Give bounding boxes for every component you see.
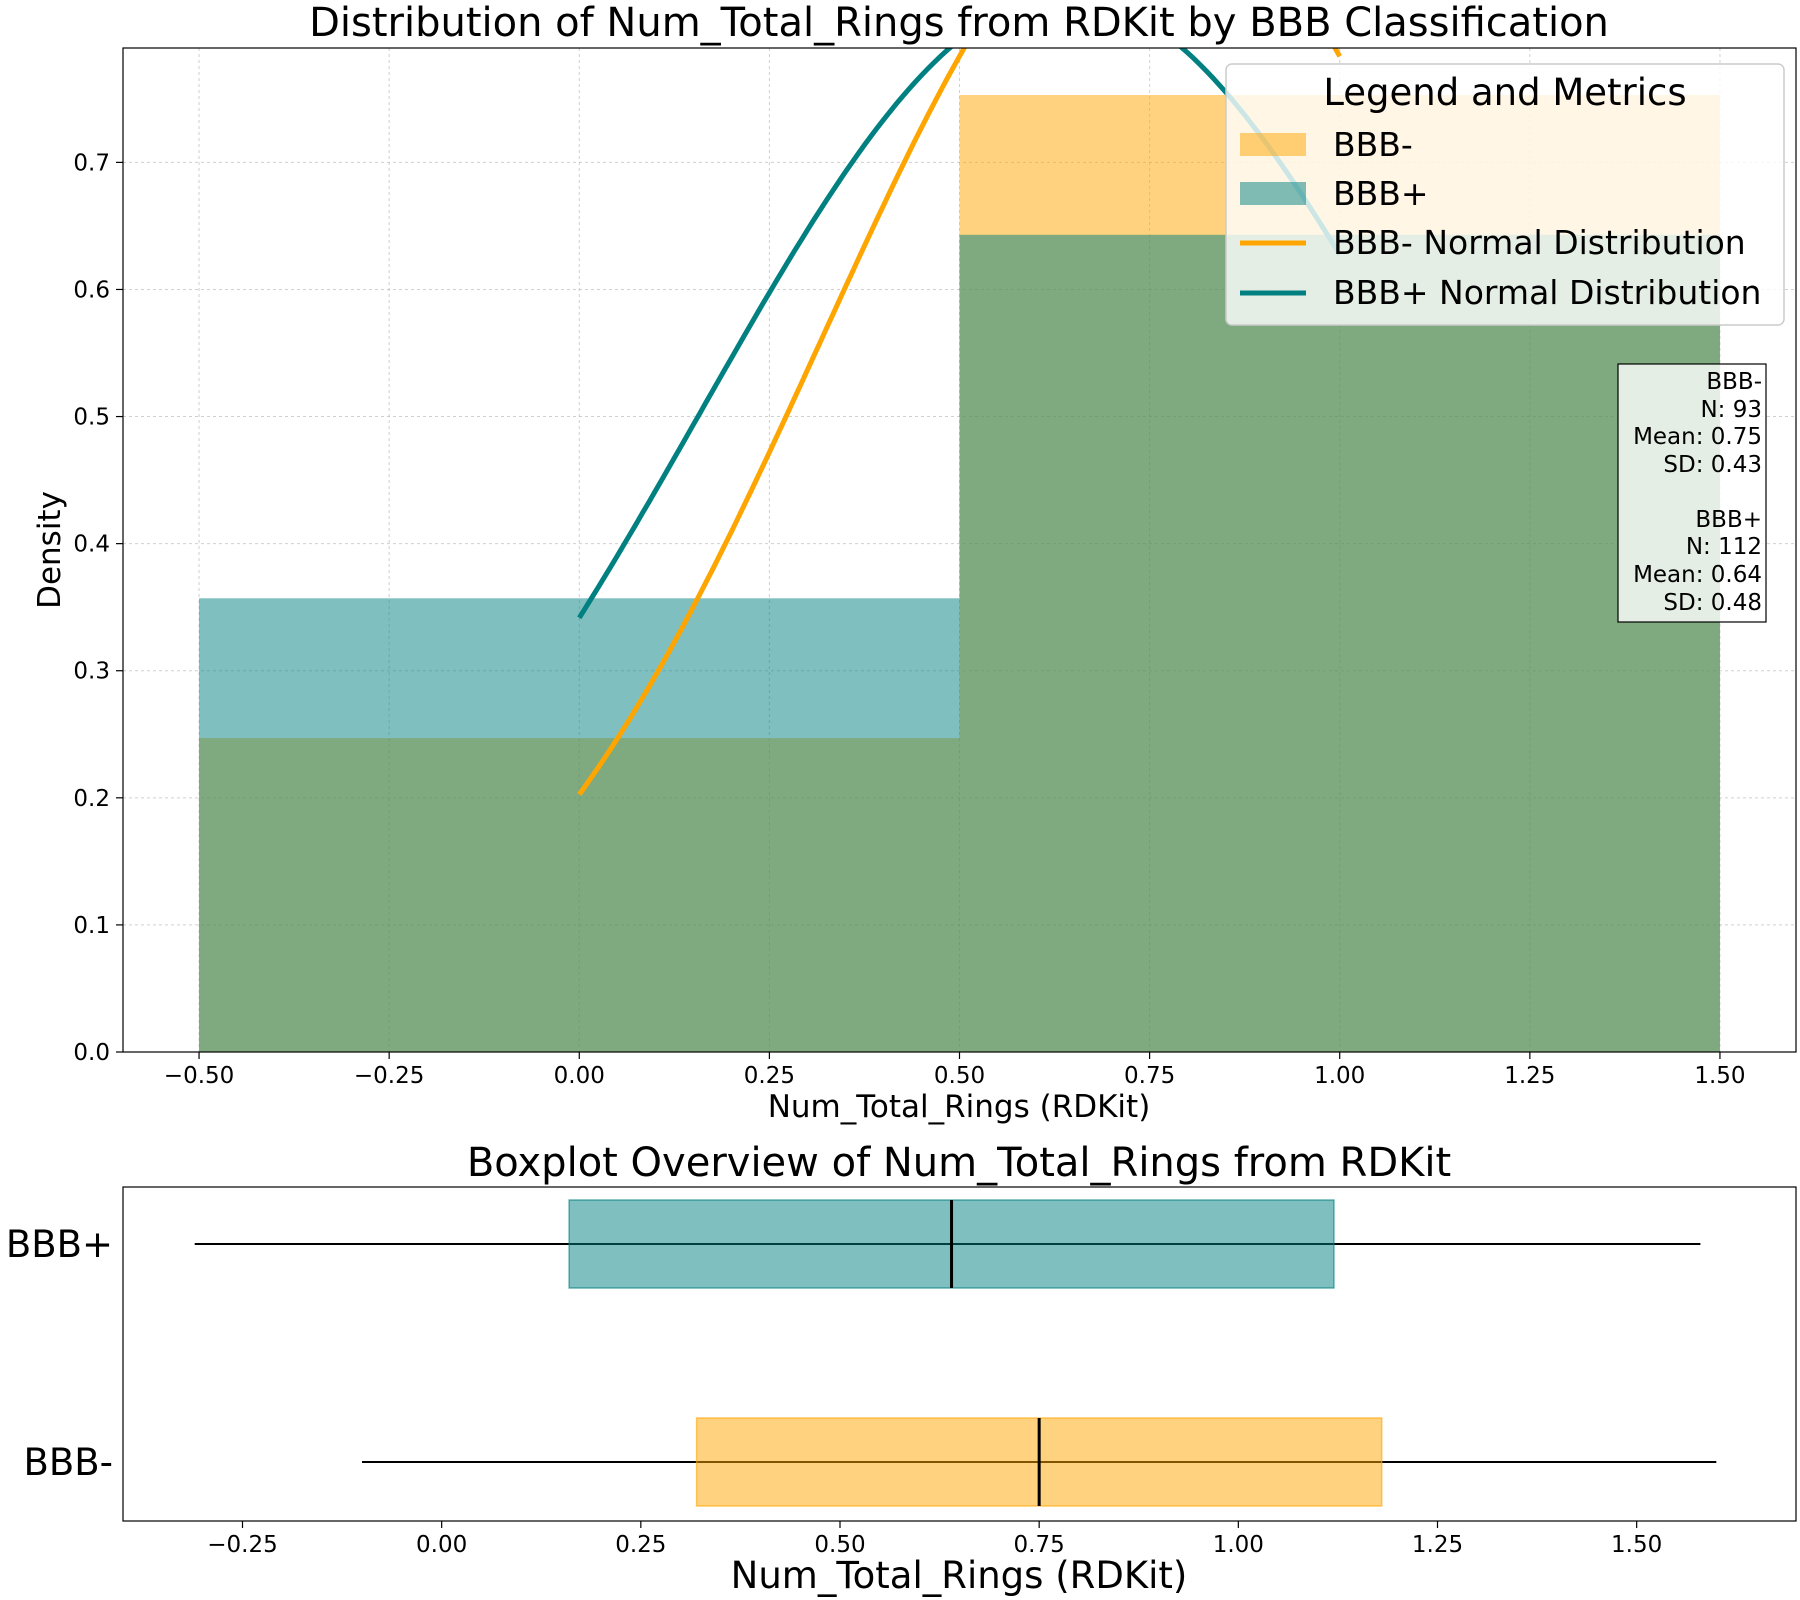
x-tick-label: 1.00 — [1314, 1063, 1365, 1089]
x-tick-label: −0.25 — [354, 1063, 424, 1089]
x-tick-label: 0.75 — [1124, 1063, 1175, 1089]
histogram-bars — [199, 95, 1720, 1052]
x-tick-label: 0.00 — [416, 1532, 467, 1558]
histogram-x-axis-label: Num_Total_Rings (RDKit) — [768, 1089, 1151, 1125]
x-tick-label: 0.25 — [744, 1063, 795, 1089]
boxplot-x-ticks: −0.25 0.00 0.25 0.50 0.75 1.00 1.25 1.50 — [207, 1521, 1662, 1558]
stats-line: BBB+ — [1695, 507, 1762, 533]
legend-label-bbb-minus-normal: BBB- Normal Distribution — [1333, 223, 1746, 262]
stats-box-frame — [1617, 363, 1767, 623]
boxplot-title: Boxplot Overview of Num_Total_Rings from… — [467, 1140, 1451, 1186]
category-label-bbb-plus: BBB+ — [6, 1223, 113, 1266]
legend-label-bbb-plus: BBB+ — [1333, 174, 1429, 213]
y-tick-label: 0.3 — [73, 659, 110, 685]
legend-label-bbb-minus: BBB- — [1333, 125, 1413, 164]
normal-curve-bbb-minus — [577, 48, 1342, 796]
x-tick-label: 1.50 — [1694, 1063, 1745, 1089]
histogram-x-ticks: −0.50 −0.25 0.00 0.25 0.50 0.75 1.00 1.25 1.50 — [164, 1052, 1746, 1089]
category-label-bbb-minus: BBB- — [23, 1441, 113, 1484]
x-tick-label: 1.25 — [1412, 1532, 1463, 1558]
histogram-y-axis-label: Density — [32, 491, 68, 609]
histogram-bar-bbb-plus — [959, 234, 1720, 1052]
boxplot-panel: Boxplot Overview of Num_Total_Rings from… — [6, 1140, 1797, 1597]
y-tick-label: 0.2 — [73, 786, 110, 812]
histogram-panel: Distribution of Num_Total_Rings from RDK… — [32, 0, 1797, 1125]
boxplot-items — [194, 1199, 1717, 1507]
x-tick-label: 0.50 — [934, 1063, 985, 1089]
normal-curve-bbb-plus — [577, 48, 1342, 620]
histogram-title: Distribution of Num_Total_Rings from RDK… — [309, 0, 1609, 46]
x-tick-label: 0.75 — [1014, 1532, 1065, 1558]
histogram-bar-bbb-plus — [199, 598, 960, 1052]
y-tick-label: 0.4 — [73, 532, 110, 558]
x-tick-label: 0.25 — [615, 1532, 666, 1558]
boxplot-x-axis-label: Num_Total_Rings (RDKit) — [731, 1554, 1188, 1597]
y-tick-label: 0.5 — [73, 405, 110, 431]
y-tick-label: 0.7 — [73, 150, 110, 176]
stats-line: Mean: 0.75 — [1633, 424, 1762, 450]
legend-frame — [1225, 63, 1785, 326]
legend-label-bbb-plus-normal: BBB+ Normal Distribution — [1333, 273, 1761, 312]
stats-line: N: 93 — [1700, 397, 1762, 423]
x-tick-label: 0.00 — [554, 1063, 605, 1089]
stats-line: BBB- — [1706, 369, 1762, 395]
normal-curves — [577, 48, 1342, 796]
histogram-y-ticks: 0.0 0.1 0.2 0.3 0.4 0.5 0.6 0.7 — [73, 150, 123, 1066]
x-tick-label: 1.25 — [1504, 1063, 1555, 1089]
boxplot-category-labels: BBB+ BBB- — [6, 1223, 113, 1484]
stats-line: SD: 0.48 — [1663, 590, 1762, 616]
legend: Legend and Metrics BBB- BBB+ BBB- Normal… — [1225, 63, 1785, 326]
legend-swatch-bbb-plus — [1240, 182, 1306, 205]
stats-box: BBB- N: 93 Mean: 0.75 SD: 0.43 BBB+ N: 1… — [1617, 363, 1767, 623]
x-tick-label: 1.00 — [1213, 1532, 1264, 1558]
legend-swatch-bbb-minus — [1240, 133, 1306, 156]
x-tick-label: −0.50 — [164, 1063, 234, 1089]
y-tick-label: 0.1 — [73, 913, 110, 939]
x-tick-label: −0.25 — [207, 1532, 277, 1558]
stats-line: SD: 0.43 — [1663, 452, 1762, 478]
y-tick-label: 0.0 — [73, 1040, 110, 1066]
boxplot-frame — [122, 1186, 1797, 1522]
legend-title: Legend and Metrics — [1323, 71, 1686, 114]
stats-line: N: 112 — [1686, 534, 1762, 560]
x-tick-label: 0.50 — [814, 1532, 865, 1558]
y-tick-label: 0.6 — [73, 277, 110, 303]
stats-line: Mean: 0.64 — [1633, 562, 1762, 588]
x-tick-label: 1.50 — [1611, 1532, 1662, 1558]
